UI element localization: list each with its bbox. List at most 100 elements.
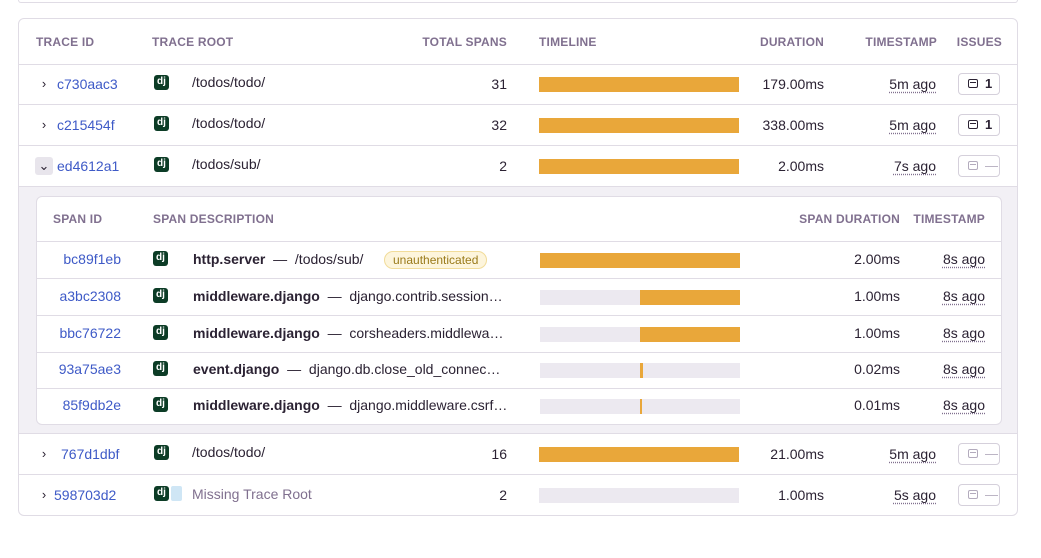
issues-count: 1 bbox=[985, 117, 993, 132]
span-duration: 2.00ms bbox=[854, 251, 900, 267]
span-desc: /todos/sub/ bbox=[294, 251, 364, 267]
issues-icon bbox=[968, 161, 978, 170]
django-icon: dj bbox=[154, 445, 169, 460]
span-id-link[interactable]: bbc76722 bbox=[59, 325, 121, 341]
total-spans: 16 bbox=[491, 446, 507, 462]
col-span-id[interactable]: SPAN ID bbox=[53, 212, 103, 226]
span-row[interactable]: a3bc2308 dj middleware.django — django.c… bbox=[37, 279, 1001, 316]
duration: 179.00ms bbox=[762, 76, 824, 92]
col-span-timestamp[interactable]: TIMESTAMP bbox=[913, 212, 985, 226]
trace-row-expanded[interactable]: ⌄ ed4612a1 dj /todos/sub/ 2 2.00ms 7s ag… bbox=[19, 146, 1017, 187]
span-op: middleware.django bbox=[193, 325, 320, 341]
trace-id-link[interactable]: 598703d2 bbox=[54, 487, 117, 503]
timeline-bar bbox=[539, 77, 739, 92]
span-timestamp[interactable]: 8s ago bbox=[942, 251, 985, 267]
duration: 21.00ms bbox=[770, 446, 824, 462]
timestamp[interactable]: 5m ago bbox=[889, 446, 936, 462]
span-timeline-bar bbox=[540, 363, 740, 378]
traces-table-header: TRACE ID TRACE ROOT TOTAL SPANS TIMELINE… bbox=[19, 19, 1017, 65]
span-row[interactable]: bc89f1eb dj http.server — /todos/sub/ un… bbox=[37, 242, 1001, 279]
span-desc: django.middleware.csrf… bbox=[349, 397, 508, 413]
trace-root: /todos/todo/ bbox=[192, 115, 266, 131]
chevron-right-icon[interactable]: › bbox=[41, 76, 47, 91]
duration: 338.00ms bbox=[762, 117, 824, 133]
trace-row[interactable]: › c730aac3 dj /todos/todo/ 31 179.00ms 5… bbox=[19, 64, 1017, 105]
span-timeline-bar bbox=[540, 327, 740, 342]
col-timestamp[interactable]: TIMESTAMP bbox=[865, 35, 937, 49]
trace-id-link[interactable]: 767d1dbf bbox=[61, 446, 120, 462]
issues-button[interactable]: 1 bbox=[958, 73, 1000, 95]
trace-root: /todos/sub/ bbox=[192, 156, 261, 172]
span-description: http.server — /todos/sub/ bbox=[193, 251, 363, 267]
issues-icon bbox=[968, 79, 978, 88]
span-op: event.django bbox=[193, 361, 280, 377]
django-icon: dj bbox=[153, 361, 168, 376]
span-id-link[interactable]: a3bc2308 bbox=[59, 288, 121, 304]
separator: — bbox=[273, 251, 288, 267]
span-timestamp[interactable]: 8s ago bbox=[942, 397, 985, 413]
span-description: event.django — django.db.close_old_conne… bbox=[193, 361, 500, 377]
timestamp[interactable]: 7s ago bbox=[893, 158, 936, 174]
span-id-link[interactable]: 85f9db2e bbox=[62, 397, 121, 413]
span-duration: 0.01ms bbox=[854, 397, 900, 413]
issues-count: — bbox=[985, 487, 998, 502]
issues-button[interactable]: — bbox=[958, 443, 1000, 465]
span-timestamp[interactable]: 8s ago bbox=[942, 325, 985, 341]
issues-button[interactable]: — bbox=[958, 155, 1000, 177]
total-spans: 2 bbox=[499, 487, 507, 503]
col-total-spans[interactable]: TOTAL SPANS bbox=[422, 35, 507, 49]
traces-table: TRACE ID TRACE ROOT TOTAL SPANS TIMELINE… bbox=[18, 18, 1018, 516]
span-duration: 1.00ms bbox=[854, 325, 900, 341]
col-duration[interactable]: DURATION bbox=[759, 35, 824, 49]
span-description: middleware.django — django.contrib.sessi… bbox=[193, 288, 503, 304]
spans-table: SPAN ID SPAN DESCRIPTION SPAN DURATION T… bbox=[36, 196, 1002, 425]
previous-panel-edge bbox=[18, 0, 1018, 3]
col-trace-root[interactable]: TRACE ROOT bbox=[152, 35, 234, 49]
span-id-link[interactable]: bc89f1eb bbox=[63, 251, 121, 267]
span-timeline-bar bbox=[540, 290, 740, 305]
span-description: middleware.django — django.middleware.cs… bbox=[193, 397, 507, 413]
timestamp[interactable]: 5m ago bbox=[889, 76, 936, 92]
col-trace-id[interactable]: TRACE ID bbox=[36, 35, 95, 49]
span-desc: django.db.close_old_connec… bbox=[308, 361, 501, 377]
trace-row[interactable]: › 598703d2 dj Missing Trace Root 2 1.00m… bbox=[19, 475, 1017, 515]
issues-button[interactable]: — bbox=[958, 484, 1000, 506]
timestamp[interactable]: 5m ago bbox=[889, 117, 936, 133]
span-duration: 0.02ms bbox=[854, 361, 900, 377]
issues-count: — bbox=[985, 158, 998, 173]
trace-row[interactable]: › 767d1dbf dj /todos/todo/ 16 21.00ms 5m… bbox=[19, 434, 1017, 475]
timestamp[interactable]: 5s ago bbox=[893, 487, 936, 503]
chevron-right-icon[interactable]: › bbox=[41, 446, 47, 461]
chevron-right-icon[interactable]: › bbox=[41, 487, 47, 502]
col-timeline[interactable]: TIMELINE bbox=[539, 35, 597, 49]
col-span-duration[interactable]: SPAN DURATION bbox=[799, 212, 900, 226]
span-description: middleware.django — corsheaders.middlewa… bbox=[193, 325, 503, 341]
timeline-bar bbox=[539, 159, 739, 174]
issues-button[interactable]: 1 bbox=[958, 114, 1000, 136]
separator: — bbox=[327, 325, 342, 341]
span-op: middleware.django bbox=[193, 288, 320, 304]
span-timestamp[interactable]: 8s ago bbox=[942, 361, 985, 377]
separator: — bbox=[327, 397, 342, 413]
issues-count: — bbox=[985, 446, 998, 461]
trace-root: /todos/todo/ bbox=[192, 74, 266, 90]
chevron-right-icon[interactable]: › bbox=[41, 117, 47, 132]
total-spans: 2 bbox=[499, 158, 507, 174]
span-row[interactable]: 93a75ae3 dj event.django — django.db.clo… bbox=[37, 352, 1001, 389]
trace-row[interactable]: › c215454f dj /todos/todo/ 32 338.00ms 5… bbox=[19, 105, 1017, 146]
trace-id-link[interactable]: c215454f bbox=[57, 117, 115, 133]
total-spans: 31 bbox=[491, 76, 507, 92]
django-icon: dj bbox=[153, 397, 168, 412]
col-span-description[interactable]: SPAN DESCRIPTION bbox=[153, 212, 274, 226]
span-id-link[interactable]: 93a75ae3 bbox=[58, 361, 121, 377]
span-row[interactable]: bbc76722 dj middleware.django — corshead… bbox=[37, 316, 1001, 353]
span-duration: 1.00ms bbox=[854, 288, 900, 304]
chevron-down-icon[interactable]: ⌄ bbox=[35, 157, 53, 175]
trace-id-link[interactable]: c730aac3 bbox=[57, 76, 118, 92]
trace-id-link[interactable]: ed4612a1 bbox=[57, 158, 120, 174]
django-icon: dj bbox=[154, 75, 169, 90]
span-timestamp[interactable]: 8s ago bbox=[942, 288, 985, 304]
span-row[interactable]: 85f9db2e dj middleware.django — django.m… bbox=[37, 388, 1001, 424]
col-issues[interactable]: ISSUES bbox=[956, 35, 1002, 49]
timeline-bar bbox=[539, 118, 739, 133]
